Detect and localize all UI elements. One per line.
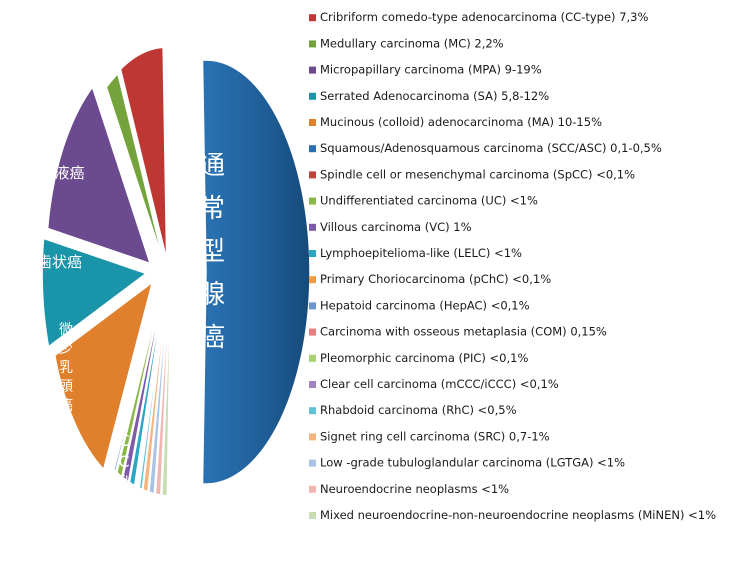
pie-slice-mucinous-colloid-adenocarcinoma-ma-10-15 (53, 280, 154, 471)
legend-swatch (309, 433, 316, 441)
legend-entry-mucinous-colloid-adenocarcinoma-ma-10-15: Mucinous (colloid) adenocarcinoma (MA) 1… (309, 115, 602, 129)
legend-swatch (309, 66, 316, 74)
legend-label: Villous carcinoma (VC) 1% (320, 220, 472, 234)
legend-label: Undifferentiated carcinoma (UC) <1% (320, 194, 538, 208)
legend-entry-low-grade-tubuloglandular-carcinoma-lgtg: Low -grade tubuloglandular carcinoma (LG… (309, 456, 625, 470)
legend-entry-primary-choriocarcinoma-pchc-0-1: Primary Choriocarcinoma (pChC) <0,1% (309, 272, 551, 286)
legend-label: Cribriform comedo-type adenocarcinoma (C… (320, 10, 648, 24)
legend-label: Signet ring cell carcinoma (SRC) 0,7-1% (320, 429, 550, 443)
pie-slice-undifferentiated-carcinoma-uc-1 (116, 282, 165, 479)
legend-entry-signet-ring-cell-carcinoma-src-0-7-1: Signet ring cell carcinoma (SRC) 0,7-1% (309, 429, 550, 443)
legend-swatch (309, 92, 316, 100)
pie-slice-adenocarcinoma-nas-45-65 (201, 59, 311, 485)
legend-label: Primary Choriocarcinoma (pChC) <0,1% (320, 272, 551, 286)
pie-slice-neuroendocrine-neoplasms-1 (154, 283, 171, 497)
pie-slice-micropapillary-carcinoma-mpa-9-19 (46, 85, 152, 265)
legend-label: Low -grade tubuloglandular carcinoma (LG… (320, 456, 625, 470)
pie-slice-labels: 通常型腺癌 C C 型 微少乳頭癌 鋸歯状癌 粘液癌 (22, 151, 225, 492)
legend-label: Mucinous (colloid) adenocarcinoma (MA) 1… (320, 115, 602, 129)
legend-entry-pleomorphic-carcinoma-pic-0-1: Pleomorphic carcinoma (PIC) <0,1% (309, 351, 528, 365)
legend-swatch (309, 197, 316, 205)
legend-swatch (309, 276, 316, 284)
legend-entry-carcinoma-with-osseous-metaplasia-com-0-: Carcinoma with osseous metaplasia (COM) … (309, 325, 607, 339)
pie-slice-rhabdoid-carcinoma-rhc-0-5 (138, 283, 168, 491)
pie-slice-mixed-neuroendocrine-non-neuroendocrine- (161, 283, 172, 497)
legend-entry-cribriform-comedo-type-adenocarcinoma-cc: Cribriform comedo-type adenocarcinoma (C… (309, 10, 648, 24)
legend-label: Clear cell carcinoma (mCCC/iCCC) <0,1% (320, 377, 559, 391)
legend-swatch (309, 407, 316, 415)
pie-slice-cribriform-comedo-type-adenocarcinoma-cc (119, 46, 168, 260)
legend-swatch (309, 485, 316, 493)
legend-entry-hepatoid-carcinoma-hepac-0-1: Hepatoid carcinoma (HepAC) <0,1% (309, 298, 530, 312)
legend-swatch (309, 250, 316, 257)
legend-swatch (309, 354, 316, 362)
slice-label-mucinous-colloid-adenocarcinoma-ma-10-15: 粘液癌 (39, 164, 84, 182)
legend-label: Lymphoepitelioma-like (LELC) <1% (320, 246, 522, 260)
legend-label: Medullary carcinoma (MC) 2,2% (320, 36, 504, 50)
legend-entry-clear-cell-carcinoma-mccc-iccc-0-1: Clear cell carcinoma (mCCC/iCCC) <0,1% (309, 377, 559, 391)
legend-swatch (309, 381, 316, 388)
legend-swatch (309, 171, 316, 179)
legend-swatch (309, 328, 316, 336)
legend-swatch (309, 145, 316, 153)
legend-entry-neuroendocrine-neoplasms-1: Neuroendocrine neoplasms <1% (309, 482, 509, 496)
legend-entry-micropapillary-carcinoma-mpa-9-19: Micropapillary carcinoma (MPA) 9-19% (309, 63, 542, 77)
legend-label: Mixed neuroendocrine-non-neuroendocrine … (320, 508, 716, 522)
legend-entry-spindle-cell-or-mesenchymal-carcinoma-sp: Spindle cell or mesenchymal carcinoma (S… (309, 167, 635, 181)
legend-label: Serrated Adenocarcinoma (SA) 5,8-12% (320, 89, 549, 103)
pie-slices (41, 46, 311, 497)
pie-slice-medullary-carcinoma-mc-2-2 (105, 72, 165, 264)
pie-slice-low-grade-tubuloglandular-carcinoma-lgtg (148, 283, 170, 495)
legend-entry-squamous-adenosquamous-carcinoma-scc-asc: Squamous/Adenosquamous carcinoma (SCC/AS… (309, 141, 662, 155)
legend-label: Squamous/Adenosquamous carcinoma (SCC/AS… (320, 141, 662, 155)
legend-label: Spindle cell or mesenchymal carcinoma (S… (320, 167, 635, 181)
legend-entry-lymphoepitelioma-like-lelc-1: Lymphoepitelioma-like (LELC) <1% (309, 246, 522, 260)
legend-entry-undifferentiated-carcinoma-uc-1: Undifferentiated carcinoma (UC) <1% (309, 194, 538, 208)
slice-label-micropapillary-carcinoma-mpa-9-19: 微少乳頭癌 (59, 322, 73, 414)
pie-slice-signet-ring-cell-carcinoma-src-0-7-1 (142, 283, 169, 493)
pie-slice-serrated-adenocarcinoma-sa-5-8-12 (41, 237, 148, 349)
pie-slice-villous-carcinoma-vc-1 (121, 282, 166, 484)
legend-entry-serrated-adenocarcinoma-sa-5-8-12: Serrated Adenocarcinoma (SA) 5,8-12% (309, 89, 549, 103)
legend-label: Rhabdoid carcinoma (RhC) <0,5% (320, 403, 517, 417)
legend-swatch (309, 302, 316, 310)
legend-swatch (309, 223, 316, 231)
legend-label: Pleomorphic carcinoma (PIC) <0,1% (320, 351, 528, 365)
legend-swatch (309, 14, 316, 22)
legend-label: Hepatoid carcinoma (HepAC) <0,1% (320, 298, 530, 312)
legend-label: Micropapillary carcinoma (MPA) 9-19% (320, 63, 542, 77)
legend-label: Carcinoma with osseous metaplasia (COM) … (320, 325, 607, 339)
slice-label-adenocarcinoma-nas-45-65: 通常型腺癌 (199, 151, 225, 353)
legend-label: Neuroendocrine neoplasms <1% (320, 482, 509, 496)
legend-swatch (309, 459, 316, 467)
legend-entry-medullary-carcinoma-mc-2-2: Medullary carcinoma (MC) 2,2% (309, 36, 504, 50)
legend-swatch (309, 40, 316, 48)
legend-swatch (309, 512, 316, 519)
legend-entry-rhabdoid-carcinoma-rhc-0-5: Rhabdoid carcinoma (RhC) <0,5% (309, 403, 517, 417)
legend-entry-villous-carcinoma-vc-1: Villous carcinoma (VC) 1% (309, 220, 472, 234)
legend-entry-mixed-neuroendocrine-non-neuroendocrine-: Mixed neuroendocrine-non-neuroendocrine … (309, 508, 716, 522)
slice-label-serrated-adenocarcinoma-sa-5-8-12: 鋸歯状癌 (22, 253, 82, 271)
legend-swatch (309, 119, 316, 126)
legend: Adenocarcinoma, NAS 45-65%Cribriform com… (309, 10, 716, 522)
